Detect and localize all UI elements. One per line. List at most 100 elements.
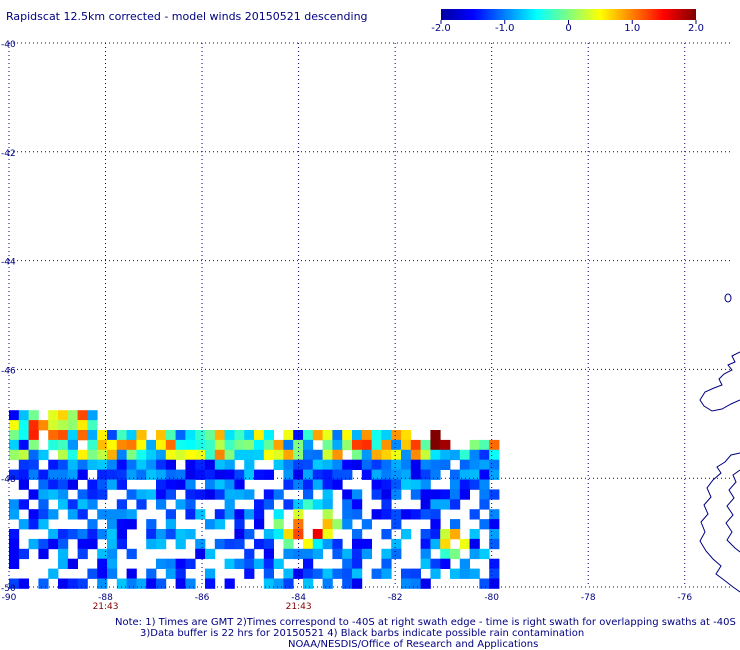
wind-cell [97,449,108,461]
wind-cell [322,459,333,470]
wind-cell [97,558,108,569]
wind-cell [410,509,421,520]
wind-cell [234,469,245,480]
wind-cell [18,459,29,470]
wind-cell [381,459,392,470]
wind-cell [224,558,235,569]
wind-cell [87,499,98,510]
wind-cell [87,430,98,441]
wind-cell [205,430,216,441]
wind-cell [87,529,98,540]
wind-cell [87,538,98,550]
wind-cell [165,509,176,520]
wind-cell [175,568,186,579]
wind-cell [352,558,363,569]
wind-cell [38,548,49,560]
wind-cell [38,449,49,461]
wind-cell [234,489,245,500]
wind-cell [263,449,274,461]
wind-cell [430,489,441,500]
wind-cell [58,459,69,470]
latitude-labels: -40 -42 -44 -46 -48 -50 [1,40,16,594]
wind-cell [303,578,314,589]
wind-cell [48,410,59,421]
wind-cell [156,430,167,441]
wind-cell [410,449,421,461]
graticule [8,42,733,588]
wind-cell [469,479,480,490]
wind-cell [87,439,98,451]
wind-cell [459,479,470,490]
wind-cell [107,459,118,470]
wind-cell [401,449,412,461]
wind-cell [156,439,167,451]
wind-cell [175,479,186,490]
wind-cell [283,568,294,579]
wind-cell [381,479,392,490]
wind-cell [293,548,304,560]
wind-cell [293,439,304,451]
colorbar-tick-label: -1.0 [495,23,515,34]
wind-cell [352,489,363,500]
wind-cell [224,449,235,461]
wind-cell [224,469,235,480]
wind-cell [224,509,235,520]
wind-cell [48,420,59,431]
wind-cell [175,558,186,569]
wind-cell [165,479,176,490]
wind-cell [254,509,265,520]
wind-cell [165,439,176,451]
wind-cell [479,439,490,451]
wind-cell [146,449,157,461]
wind-cell [195,449,206,461]
wind-cell [342,499,353,510]
wind-cell [420,538,431,550]
wind-cell [293,479,304,490]
wind-cell [420,469,431,480]
wind-cell [420,509,431,520]
wind-cell [293,519,304,530]
wind-cell [371,430,382,441]
wind-cell [430,519,441,530]
wind-cell [195,459,206,470]
wind-cell [185,529,196,540]
wind-cell [126,519,137,530]
wind-cell [293,449,304,461]
wind-cell [185,449,196,461]
colorbar-tick-label: 0 [565,23,571,34]
wind-cell [234,439,245,451]
wind-cell [9,430,20,441]
note-line-1: Note: 1) Times are GMT 2)Times correspon… [115,617,736,628]
wind-cell [254,449,265,461]
wind-cell [430,568,441,579]
longitude-label: -86 [195,593,210,603]
wind-cell [352,578,363,589]
wind-cell [18,430,29,441]
wind-cell [450,519,461,530]
wind-cell [469,568,480,579]
wind-cell [224,439,235,451]
wind-cell [87,519,98,530]
wind-cell [450,548,461,560]
wind-cell [58,420,69,431]
wind-cell [205,519,216,530]
wind-cell [391,538,402,550]
wind-cell [469,459,480,470]
wind-cell [322,578,333,589]
wind-cell [469,469,480,480]
wind-cell [420,578,431,589]
wind-cell [205,459,216,470]
wind-cell [58,578,69,589]
longitude-label: -82 [388,593,403,603]
wind-cell [87,459,98,470]
wind-cell [303,538,314,550]
wind-cell [342,459,353,470]
wind-cell [67,509,78,520]
wind-cell [116,430,127,441]
wind-cell [126,459,137,470]
longitude-label: -78 [581,593,596,603]
wind-cell [440,459,451,470]
wind-cell [352,509,363,520]
wind-cell [224,538,235,550]
wind-cell [450,529,461,540]
